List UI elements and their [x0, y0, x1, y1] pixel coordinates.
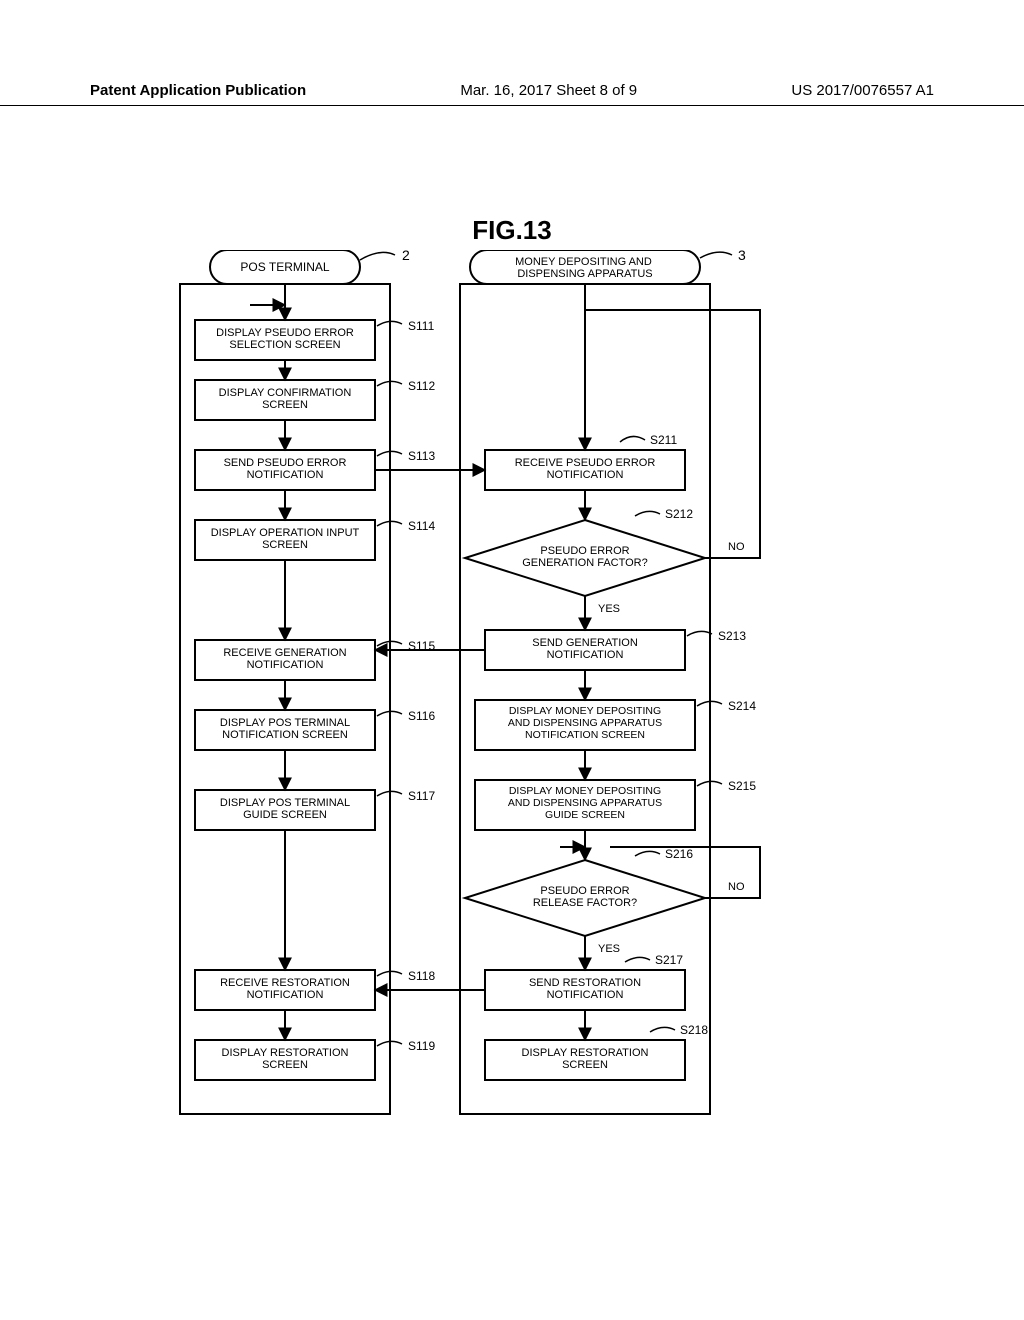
svg-text:S216: S216 [665, 847, 693, 861]
svg-text:S114: S114 [408, 519, 435, 533]
right-lane-ref: 3 [738, 250, 746, 263]
svg-text:YES: YES [598, 603, 620, 615]
step-s116: DISPLAY POS TERMINALNOTIFICATION SCREEN … [195, 709, 435, 750]
svg-text:S118: S118 [408, 969, 435, 983]
figure-title: FIG.13 [0, 215, 1024, 246]
step-s216: PSEUDO ERRORRELEASE FACTOR? S216 YES NO [465, 847, 745, 955]
svg-text:DISPLAY PSEUDO ERRORSELECTION: DISPLAY PSEUDO ERRORSELECTION SCREEN [216, 327, 354, 351]
svg-text:S215: S215 [728, 779, 756, 793]
header-right: US 2017/0076557 A1 [791, 82, 934, 99]
step-s213: SEND GENERATIONNOTIFICATION S213 [485, 629, 746, 670]
svg-text:S212: S212 [665, 507, 693, 521]
step-s212: PSEUDO ERRORGENERATION FACTOR? S212 YES … [465, 507, 745, 615]
step-s111: DISPLAY PSEUDO ERRORSELECTION SCREEN S11… [195, 319, 435, 360]
page-header: Patent Application Publication Mar. 16, … [0, 82, 1024, 106]
svg-text:S217: S217 [655, 953, 683, 967]
svg-text:PSEUDO ERRORRELEASE FACTOR?: PSEUDO ERRORRELEASE FACTOR? [533, 885, 637, 909]
svg-text:S112: S112 [408, 379, 435, 393]
svg-text:S211: S211 [650, 433, 677, 447]
svg-text:S116: S116 [408, 709, 435, 723]
svg-text:NO: NO [728, 881, 745, 893]
svg-text:S117: S117 [408, 789, 435, 803]
step-s218: DISPLAY RESTORATIONSCREEN S218 [485, 1023, 708, 1080]
flowchart: POS TERMINAL 2 MONEY DEPOSITING AND DISP… [120, 250, 920, 1170]
left-lane-title: POS TERMINAL [240, 260, 329, 274]
page: Patent Application Publication Mar. 16, … [0, 0, 1024, 1320]
step-s119: DISPLAY RESTORATIONSCREEN S119 [195, 1039, 435, 1080]
svg-text:S218: S218 [680, 1023, 708, 1037]
step-s117: DISPLAY POS TERMINALGUIDE SCREEN S117 [195, 789, 435, 830]
svg-text:S111: S111 [408, 319, 435, 333]
left-lane-ref: 2 [402, 250, 410, 263]
step-s215: DISPLAY MONEY DEPOSITINGAND DISPENSING A… [475, 779, 756, 830]
svg-text:S119: S119 [408, 1039, 435, 1053]
svg-text:SEND GENERATIONNOTIFICATION: SEND GENERATIONNOTIFICATION [532, 637, 638, 661]
svg-text:DISPLAY POS TERMINALNOTIFICATI: DISPLAY POS TERMINALNOTIFICATION SCREEN [220, 717, 350, 741]
svg-text:DISPLAY MONEY DEPOSITINGAND DI: DISPLAY MONEY DEPOSITINGAND DISPENSING A… [508, 705, 662, 741]
svg-text:YES: YES [598, 943, 620, 955]
svg-text:S113: S113 [408, 449, 435, 463]
step-s115: RECEIVE GENERATIONNOTIFICATION S115 [195, 639, 435, 680]
svg-text:NO: NO [728, 541, 745, 553]
step-s214: DISPLAY MONEY DEPOSITINGAND DISPENSING A… [475, 699, 756, 750]
step-s114: DISPLAY OPERATION INPUTSCREEN S114 [195, 519, 435, 560]
step-s112: DISPLAY CONFIRMATIONSCREEN S112 [195, 379, 435, 420]
svg-text:S213: S213 [718, 629, 746, 643]
svg-text:PSEUDO ERRORGENERATION FACTOR?: PSEUDO ERRORGENERATION FACTOR? [522, 545, 648, 569]
right-lane-title: MONEY DEPOSITING AND DISPENSING APPARATU… [515, 256, 655, 280]
header-center: Mar. 16, 2017 Sheet 8 of 9 [460, 82, 637, 99]
header-left: Patent Application Publication [90, 82, 306, 99]
svg-text:S214: S214 [728, 699, 756, 713]
